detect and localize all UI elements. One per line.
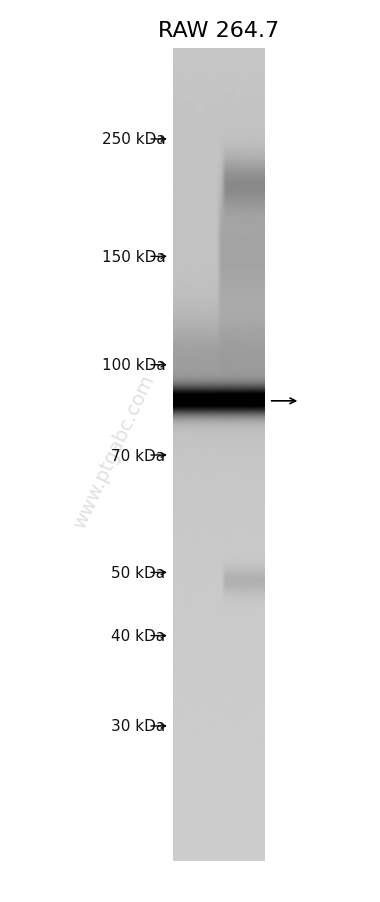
Text: 70 kDa: 70 kDa xyxy=(111,448,165,463)
Text: 30 kDa: 30 kDa xyxy=(111,719,165,733)
Text: 250 kDa: 250 kDa xyxy=(101,133,165,147)
Text: RAW 264.7: RAW 264.7 xyxy=(158,21,279,41)
Text: 40 kDa: 40 kDa xyxy=(111,629,165,643)
Text: 50 kDa: 50 kDa xyxy=(111,566,165,580)
Text: www.ptgabc.com: www.ptgabc.com xyxy=(70,371,158,531)
Text: 100 kDa: 100 kDa xyxy=(101,358,165,373)
Text: 150 kDa: 150 kDa xyxy=(101,250,165,264)
